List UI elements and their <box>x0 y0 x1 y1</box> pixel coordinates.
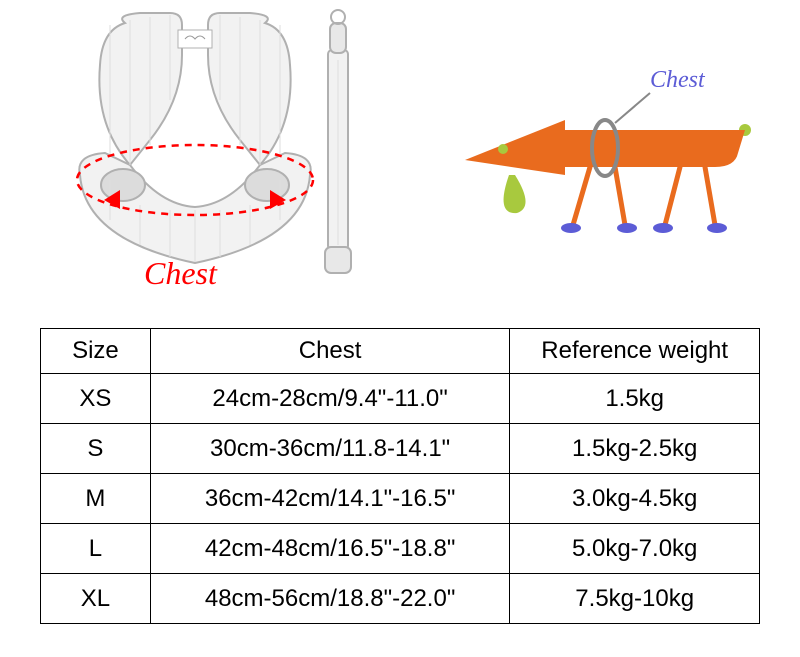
dog-chest-label: Chest <box>650 67 705 94</box>
col-header-weight: Reference weight <box>510 329 760 374</box>
size-table: Size Chest Reference weight XS24cm-28cm/… <box>40 328 760 624</box>
cell-size: L <box>41 524 151 574</box>
cell-chest: 30cm-36cm/11.8-14.1" <box>150 424 510 474</box>
table-header-row: Size Chest Reference weight <box>41 329 760 374</box>
cell-weight: 7.5kg-10kg <box>510 574 760 624</box>
cell-chest: 48cm-56cm/18.8"-22.0" <box>150 574 510 624</box>
table-row: XS24cm-28cm/9.4"-11.0"1.5kg <box>41 374 760 424</box>
harness-illustration: Chest <box>60 5 380 305</box>
harness-chest-label: Chest <box>144 255 217 292</box>
cell-weight: 1.5kg-2.5kg <box>510 424 760 474</box>
cell-size: M <box>41 474 151 524</box>
cell-chest: 42cm-48cm/16.5"-18.8" <box>150 524 510 574</box>
table-row: M36cm-42cm/14.1"-16.5"3.0kg-4.5kg <box>41 474 760 524</box>
dog-illustration: Chest <box>455 75 765 255</box>
cell-weight: 5.0kg-7.0kg <box>510 524 760 574</box>
table-row: S30cm-36cm/11.8-14.1"1.5kg-2.5kg <box>41 424 760 474</box>
cell-size: XS <box>41 374 151 424</box>
cell-size: S <box>41 424 151 474</box>
col-header-chest: Chest <box>150 329 510 374</box>
table-row: L42cm-48cm/16.5"-18.8"5.0kg-7.0kg <box>41 524 760 574</box>
table-row: XL48cm-56cm/18.8"-22.0"7.5kg-10kg <box>41 574 760 624</box>
cell-weight: 1.5kg <box>510 374 760 424</box>
illustration-area: Chest <box>0 0 800 315</box>
cell-size: XL <box>41 574 151 624</box>
cell-chest: 36cm-42cm/14.1"-16.5" <box>150 474 510 524</box>
cell-chest: 24cm-28cm/9.4"-11.0" <box>150 374 510 424</box>
col-header-size: Size <box>41 329 151 374</box>
cell-weight: 3.0kg-4.5kg <box>510 474 760 524</box>
